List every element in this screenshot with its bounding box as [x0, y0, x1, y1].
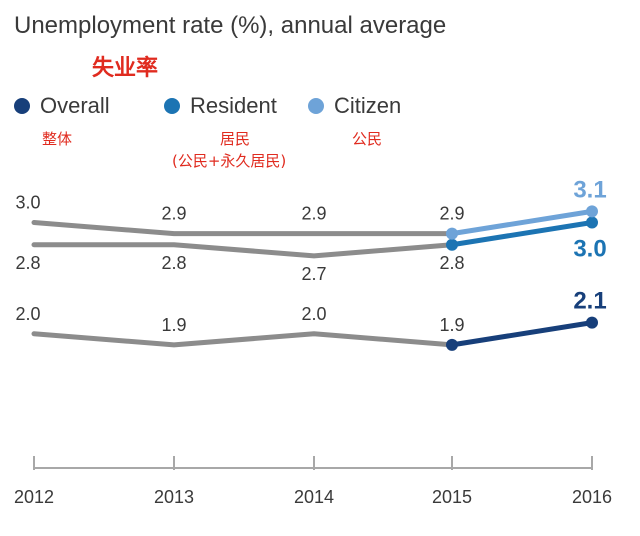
- data-label-resident-2014: 2.7: [301, 264, 326, 284]
- data-label-citizen-2012: 3.0: [15, 193, 40, 213]
- legend-swatch-resident: [164, 98, 180, 114]
- x-tick-label-2013: 2013: [154, 487, 194, 507]
- chart-title: Unemployment rate (%), annual average: [14, 12, 447, 39]
- data-label-resident-2013: 2.8: [161, 253, 186, 273]
- series-line-citizen: [449, 208, 595, 237]
- data-label-citizen-2016: 3.1: [573, 176, 606, 203]
- x-tick-label-2012: 2012: [14, 487, 54, 507]
- point-overall-2015: [446, 338, 458, 351]
- data-label-citizen-2013: 2.9: [161, 204, 186, 224]
- point-overall-2016: [586, 316, 598, 329]
- series-history-line-citizen: [31, 220, 455, 237]
- legend-cn-citizen: 公民: [352, 130, 383, 148]
- data-label-overall-2016: 2.1: [573, 288, 606, 315]
- legend-item-overall: Overall: [14, 92, 110, 120]
- data-label-citizen-2015: 2.9: [439, 204, 464, 224]
- legend-item-resident: Resident: [164, 92, 277, 120]
- data-label-overall-2014: 2.0: [301, 304, 326, 324]
- data-label-overall-2012: 2.0: [15, 304, 40, 324]
- point-citizen-2016: [586, 205, 598, 218]
- series-line-resident: [449, 220, 595, 248]
- x-tick-label-2016: 2016: [572, 487, 612, 507]
- legend-cn-resident: 居民: [220, 130, 251, 148]
- series-history-line-resident: [31, 242, 455, 259]
- data-label-overall-2015: 1.9: [439, 315, 464, 335]
- legend-label-citizen: Citizen: [334, 93, 402, 118]
- legend-label-resident: Resident: [190, 93, 277, 118]
- series-line-overall: [449, 320, 595, 348]
- data-label-overall-2013: 1.9: [161, 315, 186, 335]
- data-label-resident-2016: 3.0: [573, 236, 606, 263]
- x-tick-label-2015: 2015: [432, 487, 472, 507]
- legend-item-citizen: Citizen: [308, 92, 401, 120]
- chart-title-cn: 失业率: [92, 56, 159, 81]
- data-label-citizen-2014: 2.9: [301, 204, 326, 224]
- legend-label-overall: Overall: [40, 93, 110, 118]
- legend-swatch-citizen: [308, 98, 324, 114]
- legend-cn-resident-note: (公民+永久居民): [172, 152, 287, 170]
- series-history-line-overall: [31, 331, 455, 348]
- legend-cn-overall: 整体: [42, 130, 73, 148]
- x-tick-label-2014: 2014: [294, 487, 334, 507]
- point-resident-2016: [586, 216, 598, 229]
- data-label-resident-2015: 2.8: [439, 253, 464, 273]
- data-label-resident-2012: 2.8: [15, 253, 40, 273]
- legend-swatch-overall: [14, 98, 30, 114]
- point-resident-2015: [446, 238, 458, 251]
- point-citizen-2015: [446, 227, 458, 240]
